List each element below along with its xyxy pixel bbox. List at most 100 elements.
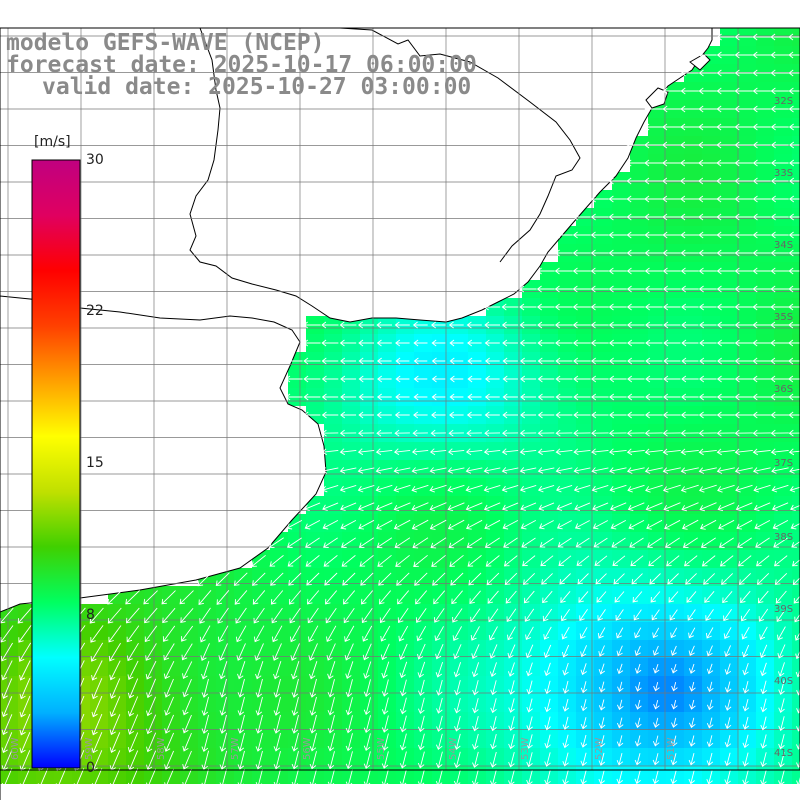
- wind-arrow: [578, 591, 589, 603]
- wind-arrow: [680, 141, 700, 149]
- wind-arrow: [554, 267, 573, 275]
- wind-arrow: [724, 645, 732, 657]
- wind-arrow: [417, 679, 425, 697]
- wind-arrow: [680, 195, 700, 203]
- wind-arrow: [716, 141, 735, 149]
- wind-arrow: [698, 195, 717, 203]
- wind-arrow: [718, 537, 734, 548]
- wind-arrow: [734, 429, 753, 437]
- wind-arrow: [126, 625, 140, 643]
- wind-arrow: [429, 519, 447, 530]
- wind-arrow: [291, 732, 299, 752]
- wind-arrow: [770, 87, 789, 95]
- wind-arrow: [303, 357, 321, 365]
- wind-arrow: [671, 681, 678, 692]
- wind-arrow: [608, 285, 627, 293]
- wind-arrow: [788, 448, 800, 456]
- wind-arrow: [770, 231, 789, 239]
- wind-arrow: [471, 662, 480, 678]
- wind-arrow: [770, 357, 789, 365]
- wind-arrow: [635, 699, 642, 710]
- wind-arrow: [521, 537, 536, 548]
- wind-arrow: [430, 321, 446, 329]
- wind-arrow: [394, 411, 410, 419]
- wind-arrow: [488, 626, 498, 641]
- wind-arrow: [573, 393, 591, 401]
- wind-arrow: [216, 590, 230, 605]
- wind-arrow: [309, 696, 317, 716]
- wind-arrow: [774, 555, 788, 567]
- wind-arrow: [544, 770, 551, 786]
- wind-arrow: [291, 660, 300, 680]
- wind-arrow: [219, 750, 228, 770]
- wind-arrow: [237, 768, 245, 788]
- wind-arrow: [164, 750, 175, 770]
- wind-arrow: [502, 429, 519, 437]
- wind-arrow: [688, 627, 696, 639]
- wind-arrow: [287, 555, 302, 567]
- wind-arrow: [716, 467, 735, 474]
- wind-arrow: [608, 195, 627, 203]
- wind-arrow: [503, 537, 518, 548]
- wind-arrow: [788, 321, 800, 329]
- wind-arrow: [285, 357, 303, 365]
- wind-arrow: [109, 768, 121, 789]
- wind-arrow: [217, 625, 229, 643]
- wind-arrow: [774, 572, 788, 585]
- wind-arrow: [742, 698, 750, 712]
- wind-arrow: [701, 555, 716, 567]
- wind-arrow: [760, 716, 767, 731]
- wind-arrow: [590, 321, 609, 329]
- wind-arrow: [357, 484, 375, 493]
- wind-arrow: [790, 504, 800, 511]
- wind-arrow: [598, 663, 606, 675]
- lat-label: 41S: [774, 748, 794, 759]
- wind-arrow: [447, 502, 465, 512]
- wind-arrow: [449, 375, 464, 383]
- wind-cell: [792, 730, 800, 748]
- wind-arrow: [788, 411, 800, 419]
- wind-arrow: [201, 678, 209, 698]
- wind-arrow: [645, 393, 663, 401]
- wind-arrow: [381, 733, 389, 751]
- wind-arrow: [611, 537, 626, 548]
- wind-arrow: [752, 51, 771, 59]
- colorbar-tick: 0: [86, 760, 95, 776]
- wind-arrow: [325, 590, 338, 605]
- wind-arrow: [73, 768, 85, 789]
- wind-arrow: [759, 644, 768, 659]
- wind-arrow: [452, 608, 463, 623]
- wind-arrow: [698, 448, 717, 456]
- wind-arrow: [734, 51, 753, 59]
- wind-arrow: [107, 590, 122, 605]
- wind-arrow: [502, 339, 518, 347]
- wind-arrow: [429, 448, 447, 456]
- wind-arrow: [671, 717, 678, 728]
- wind-arrow: [734, 249, 753, 257]
- wind-arrow: [450, 572, 464, 586]
- wind-arrow: [770, 141, 789, 149]
- wind-arrow: [663, 502, 681, 512]
- wind-arrow: [326, 643, 336, 661]
- wind-arrow: [698, 484, 717, 493]
- wind-arrow: [616, 627, 624, 639]
- wind-arrow: [303, 393, 321, 401]
- wind-arrow: [590, 195, 609, 203]
- wind-arrow: [520, 411, 537, 419]
- wind-arrow: [466, 411, 482, 419]
- wind-arrow: [201, 732, 210, 753]
- wind-arrow: [752, 467, 771, 474]
- wind-arrow: [770, 285, 789, 293]
- wind-arrow: [598, 735, 606, 748]
- wind-arrow: [562, 770, 569, 785]
- wind-arrow: [608, 177, 627, 185]
- wind-arrow: [483, 448, 501, 456]
- wind-cell: [792, 514, 800, 532]
- lagoon: [689, 53, 711, 71]
- wind-arrow: [789, 486, 800, 493]
- wind-arrow: [635, 717, 642, 729]
- wind-arrow: [285, 375, 303, 383]
- wind-arrow: [321, 357, 339, 365]
- wind-arrow: [237, 678, 245, 698]
- wind-arrow: [592, 520, 609, 530]
